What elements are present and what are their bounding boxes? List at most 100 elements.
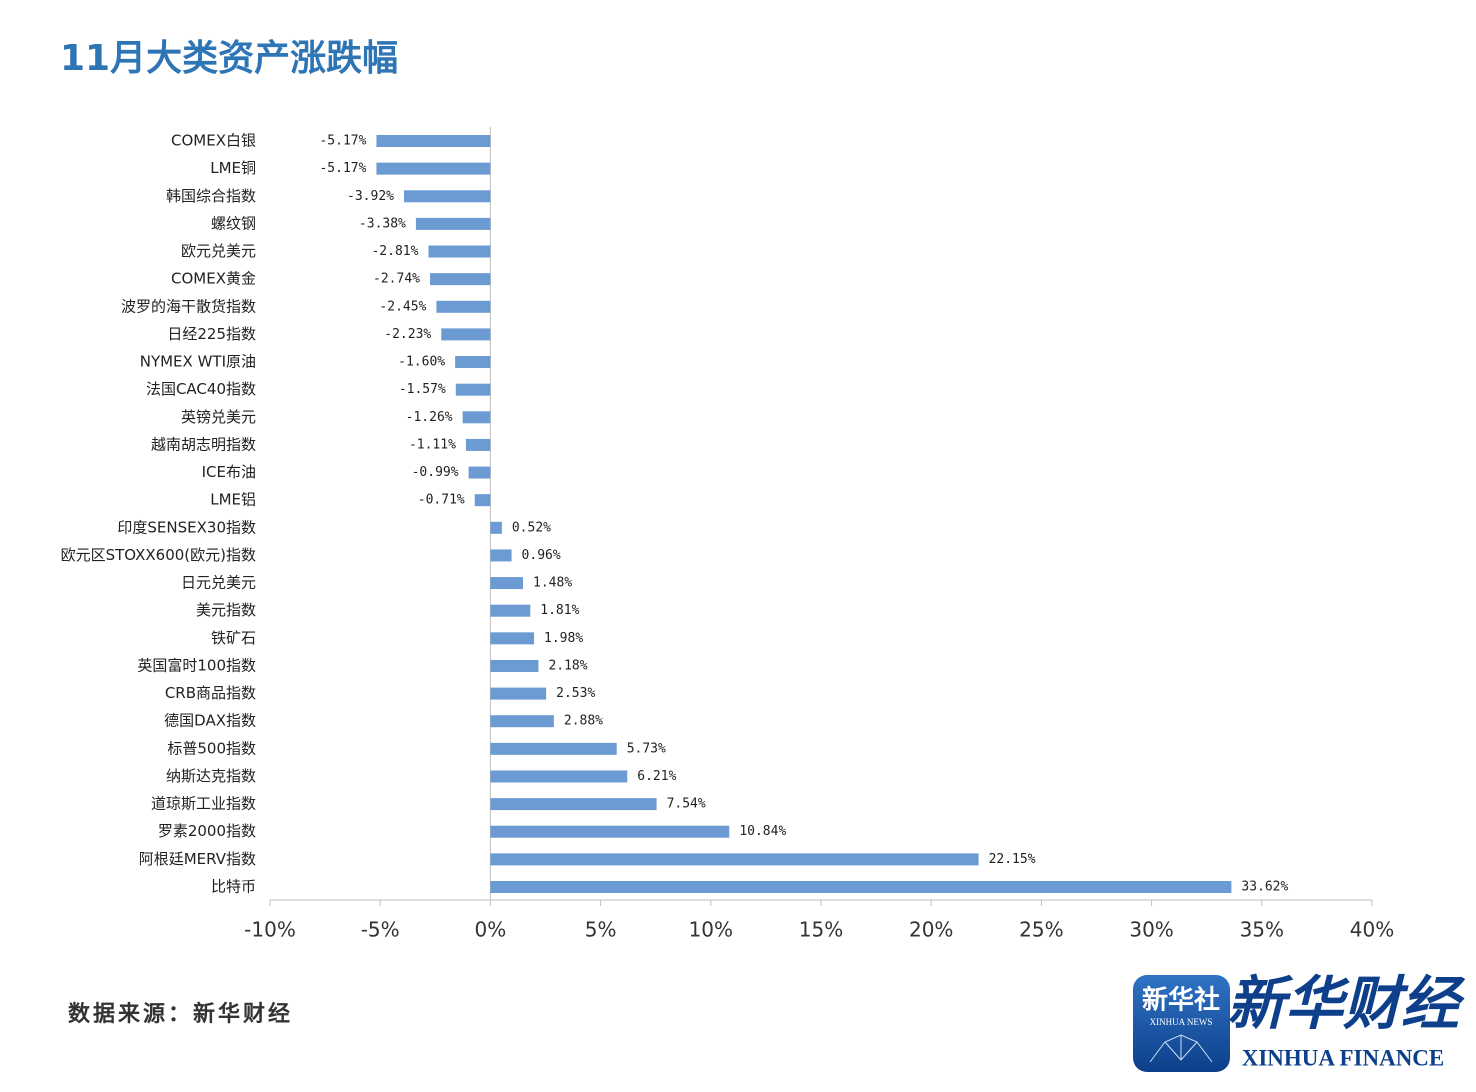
bar (404, 190, 491, 203)
value-label: 1.81% (540, 603, 579, 618)
y-tick-label: CRB商品指数 (165, 684, 256, 702)
x-tick-label: 40% (1350, 918, 1394, 942)
y-tick-label: 德国DAX指数 (164, 712, 256, 730)
value-label: 1.98% (544, 631, 583, 646)
y-tick-label: ICE布油 (202, 463, 256, 481)
value-label: -1.26% (406, 410, 453, 425)
y-tick-label: 标普500指数 (167, 739, 256, 757)
y-tick-label: LME铝 (210, 491, 256, 509)
value-label: 5.73% (627, 741, 666, 756)
bar (465, 438, 491, 451)
value-label: -3.92% (347, 189, 394, 204)
value-label: 22.15% (989, 852, 1036, 867)
y-tick-label: 螺纹钢 (211, 214, 256, 232)
value-label: 6.21% (637, 769, 676, 784)
value-label: -2.45% (379, 299, 426, 314)
value-label: 10.84% (739, 824, 786, 839)
bar (490, 742, 617, 755)
x-tick-label: -10% (244, 918, 296, 942)
bar (490, 687, 547, 700)
value-label: -2.23% (384, 327, 431, 342)
x-tick-label: 20% (909, 918, 953, 942)
bar (490, 881, 1232, 893)
value-label: 2.18% (548, 658, 587, 673)
bar (490, 659, 539, 672)
y-tick-label: 纳斯达克指数 (166, 767, 256, 785)
bar (490, 798, 657, 811)
bar (490, 770, 628, 783)
logo-brand: 新华财经 (1227, 971, 1466, 1036)
value-label: 33.62% (1241, 880, 1288, 895)
bar (490, 825, 730, 838)
bar (490, 577, 524, 590)
value-label: 1.48% (533, 576, 572, 591)
bar (455, 383, 491, 396)
y-tick-label: 英国富时100指数 (137, 656, 256, 674)
bar (441, 328, 491, 341)
value-label: -3.38% (359, 216, 406, 231)
value-label: 0.96% (522, 548, 561, 563)
logo-brand-sub: XINHUA FINANCE (1242, 1045, 1445, 1070)
value-label: 7.54% (667, 797, 706, 812)
bar (490, 604, 531, 617)
value-label: 0.52% (512, 520, 551, 535)
y-tick-label: COMEX黄金 (171, 270, 256, 288)
bar (490, 632, 535, 645)
source: 数据来源：新华财经 (68, 1001, 293, 1027)
bar (490, 715, 554, 728)
bar (474, 494, 491, 507)
x-tick-label: 10% (689, 918, 733, 942)
logo-network (1149, 1034, 1213, 1063)
bar (376, 162, 491, 175)
y-tick-label: 越南胡志明指数 (151, 435, 256, 453)
x-tick-label: 15% (799, 918, 843, 942)
bar (462, 411, 491, 424)
y-tick-label: 印度SENSEX30指数 (117, 518, 256, 536)
y-tick-label: 日元兑美元 (181, 574, 256, 592)
y-tick-label: 欧元区STOXX600(欧元)指数 (61, 546, 256, 564)
y-tick-label: 波罗的海干散货指数 (121, 297, 256, 315)
logo-badge-text: 新华社 (1142, 985, 1220, 1016)
value-label: -2.74% (373, 272, 420, 287)
value-label: 2.88% (564, 714, 603, 729)
value-label: -1.57% (399, 382, 446, 397)
y-tick-label: 日经225指数 (167, 325, 256, 343)
value-label: -2.81% (371, 244, 418, 259)
y-tick-label: 铁矿石 (211, 629, 256, 647)
x-tick-label: 25% (1019, 918, 1063, 942)
value-label: -1.60% (398, 355, 445, 370)
y-tick-label: 欧元兑美元 (181, 242, 256, 260)
x-tick-label: 35% (1240, 918, 1284, 942)
y-tick-label: 比特币 (211, 878, 256, 896)
bar (430, 273, 491, 286)
value-label: 2.53% (556, 686, 595, 701)
value-label: -0.99% (412, 465, 459, 480)
x-tick-label: -5% (361, 918, 400, 942)
bar (428, 245, 491, 258)
value-label: -5.17% (319, 161, 366, 176)
y-tick-label: NYMEX WTI原油 (140, 353, 256, 371)
x-tick-label: 30% (1129, 918, 1173, 942)
value-label: -5.17% (319, 134, 366, 149)
x-tick-label: 5% (585, 918, 617, 942)
bar (490, 549, 512, 562)
bar (415, 217, 491, 230)
bar (490, 521, 502, 534)
logo-badge (1133, 975, 1230, 1072)
y-tick-label: COMEX白银 (171, 132, 256, 150)
y-tick-label: 道琼斯工业指数 (151, 795, 256, 813)
bar (436, 300, 491, 313)
y-tick-label: 英镑兑美元 (181, 408, 256, 426)
bar (455, 356, 491, 369)
logo: 新华社 XINHUA NEWS 新华财经 XINHUA FINANCE (1133, 971, 1466, 1072)
y-tick-label: 阿根廷MERV指数 (139, 850, 256, 868)
y-tick-label: 法国CAC40指数 (146, 380, 256, 398)
logo-badge-sub: XINHUA NEWS (1150, 1017, 1213, 1027)
value-label: -0.71% (418, 493, 465, 508)
bar (468, 466, 491, 479)
y-tick-label: 韩国综合指数 (166, 187, 256, 205)
y-tick-label: LME铜 (210, 159, 256, 177)
x-tick-label: 0% (475, 918, 507, 942)
bar (376, 135, 491, 147)
